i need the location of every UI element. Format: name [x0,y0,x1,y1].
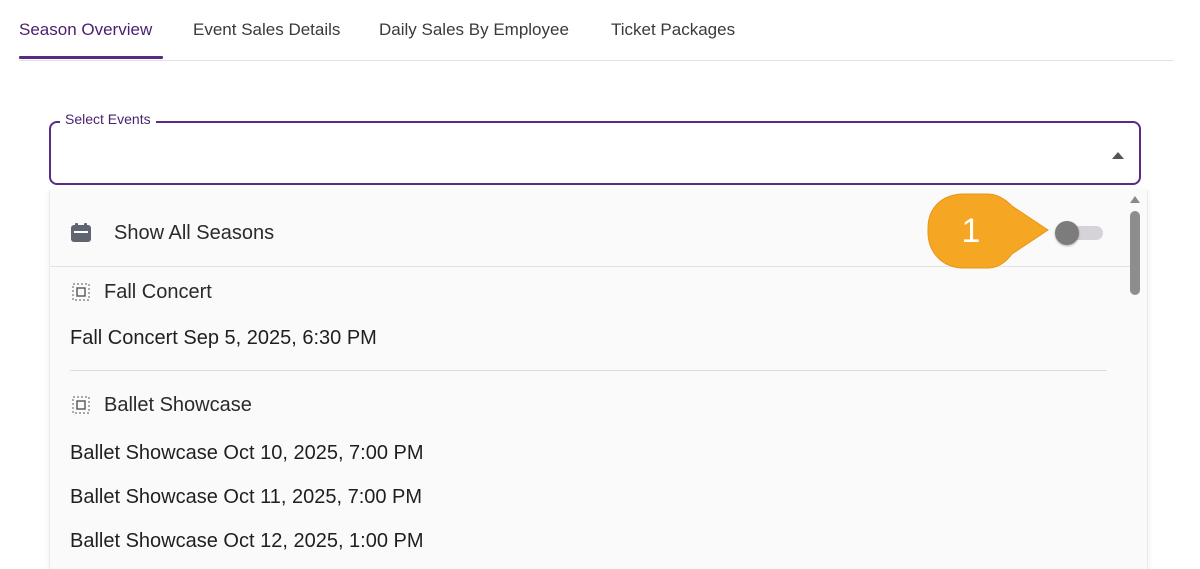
show-all-seasons-label: Show All Seasons [114,222,275,244]
event-option[interactable]: Ballet Showcase Oct 12, 2025, 1:00 PM [70,530,424,552]
select-group-icon [72,396,90,414]
select-group-icon [72,283,90,301]
select-events-field[interactable] [49,121,1141,185]
event-option[interactable]: Ballet Showcase Oct 10, 2025, 7:00 PM [70,442,424,464]
group-label: Ballet Showcase [104,394,252,416]
scroll-up-arrow-icon[interactable] [1130,196,1140,203]
chevron-up-icon[interactable] [1112,152,1124,159]
tab-season-overview[interactable]: Season Overview [19,20,153,39]
event-option[interactable]: Fall Concert Sep 5, 2025, 6:30 PM [70,327,377,349]
tab-ticket-packages[interactable]: Ticket Packages [611,20,736,39]
tab-bar: Season Overview Event Sales Details Dail… [19,0,1174,61]
callout-marker [927,193,1049,269]
active-tab-indicator [19,56,163,59]
calendar-icon [71,223,91,242]
tab-event-sales-details[interactable]: Event Sales Details [193,20,341,39]
event-option[interactable]: Ballet Showcase Oct 11, 2025, 7:00 PM [70,486,423,508]
select-events-label: Select Events [60,110,156,128]
toggle-thumb [1055,221,1079,245]
group-divider [70,370,1107,371]
callout-number: 1 [961,212,981,250]
tab-daily-sales-by-employee[interactable]: Daily Sales By Employee [379,20,569,39]
group-label: Fall Concert [104,281,212,303]
show-all-seasons-row[interactable]: Show All Seasons [50,190,1130,267]
scrollbar-thumb[interactable] [1130,211,1140,295]
show-all-seasons-toggle[interactable] [1055,221,1103,245]
